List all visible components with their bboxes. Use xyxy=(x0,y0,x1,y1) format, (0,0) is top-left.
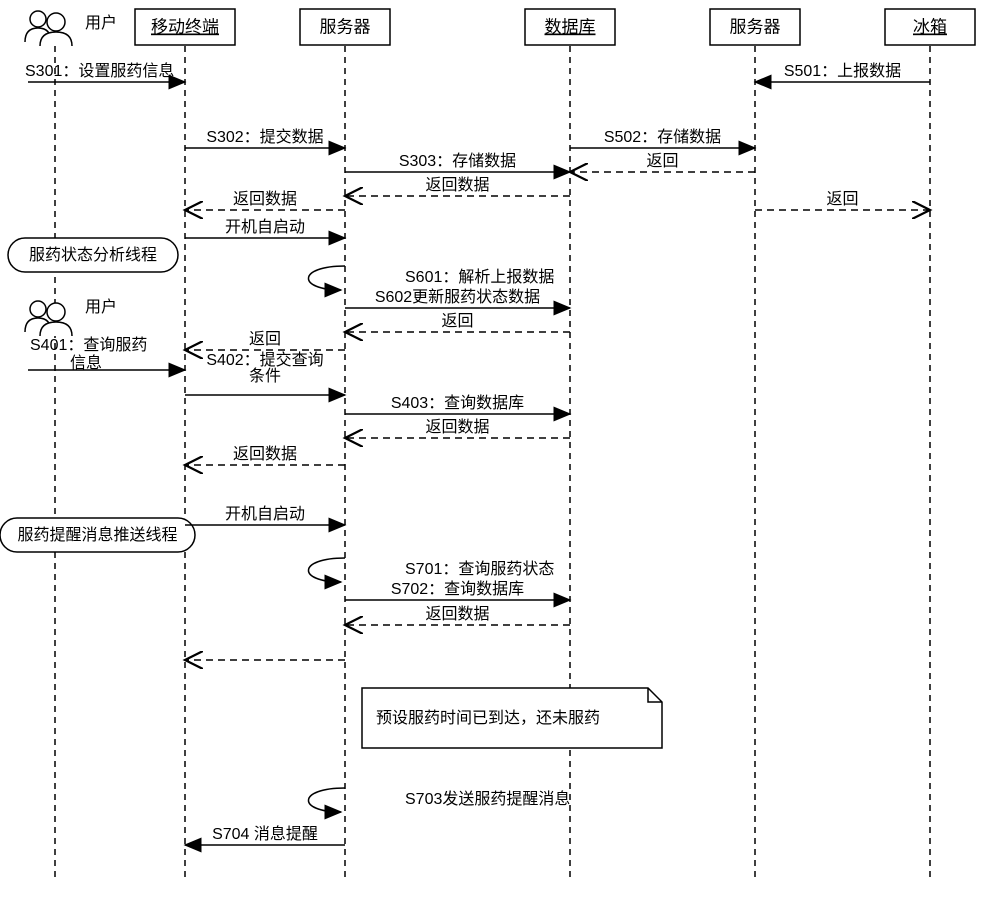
msg-label-15-1: 条件 xyxy=(249,367,281,385)
msg-label-18-0: 返回数据 xyxy=(233,445,297,463)
sequence-diagram: 移动终端服务器数据库服务器冰箱用户用户S401：查询服药信息服药状态分析线程服药… xyxy=(0,0,1000,897)
msg-label-16-0: S403：查询数据库 xyxy=(391,394,524,412)
msg-label-9-0: 开机自启动 xyxy=(225,218,305,236)
msg-label-12-0: 返回 xyxy=(441,312,473,330)
msg-label-21-0: S702：查询数据库 xyxy=(391,580,524,598)
msg-label-25-0: S704 消息提醒 xyxy=(212,825,318,843)
msg-label-7-0: 返回数据 xyxy=(233,190,297,208)
participant-mobile-label: 移动终端 xyxy=(151,17,219,36)
process-label-0: 服药状态分析线程 xyxy=(29,246,157,264)
self-msg-label-10: S601：解析上报数据 xyxy=(405,268,554,286)
participant-fridge-label: 冰箱 xyxy=(913,17,947,36)
s401-label-1: S401：查询服药 xyxy=(30,336,147,354)
msg-label-15-0: S402：提交查询 xyxy=(206,351,323,369)
msg-label-6-0: 返回数据 xyxy=(425,176,489,194)
msg-label-5-0: 返回 xyxy=(646,152,678,170)
msg-label-3-0: S502：存储数据 xyxy=(604,128,721,146)
msg-label-8-0: 返回 xyxy=(826,190,858,208)
process-label-1: 服药提醒消息推送线程 xyxy=(17,526,177,544)
note-text: 预设服药时间已到达，还未服药 xyxy=(376,709,600,727)
msg-label-11-0: S602更新服药状态数据 xyxy=(375,288,540,306)
user1-label: 用户 xyxy=(85,14,117,32)
participant-server2-label: 服务器 xyxy=(730,17,781,36)
participant-db-label: 数据库 xyxy=(545,17,596,36)
msg-label-1-0: S501：上报数据 xyxy=(784,62,901,80)
users-icon xyxy=(25,301,72,336)
self-msg-label-24: S703发送服药提醒消息 xyxy=(405,790,570,808)
msg-label-22-0: 返回数据 xyxy=(425,605,489,623)
msg-label-0: S301：设置服药信息 xyxy=(25,62,174,80)
msg-label-4-0: S303：存储数据 xyxy=(399,152,516,170)
self-msg-label-20: S701：查询服药状态 xyxy=(405,560,554,578)
participant-server1-label: 服务器 xyxy=(320,17,371,36)
msg-label-13-0: 返回 xyxy=(249,330,281,348)
users-icon xyxy=(25,11,72,46)
self-msg-20 xyxy=(308,558,345,582)
self-msg-10 xyxy=(308,266,345,290)
user2-label: 用户 xyxy=(85,298,117,316)
msg-label-19-0: 开机自启动 xyxy=(225,505,305,523)
msg-label-2-0: S302：提交数据 xyxy=(206,128,323,146)
self-msg-24 xyxy=(308,788,345,812)
msg-label-17-0: 返回数据 xyxy=(425,418,489,436)
